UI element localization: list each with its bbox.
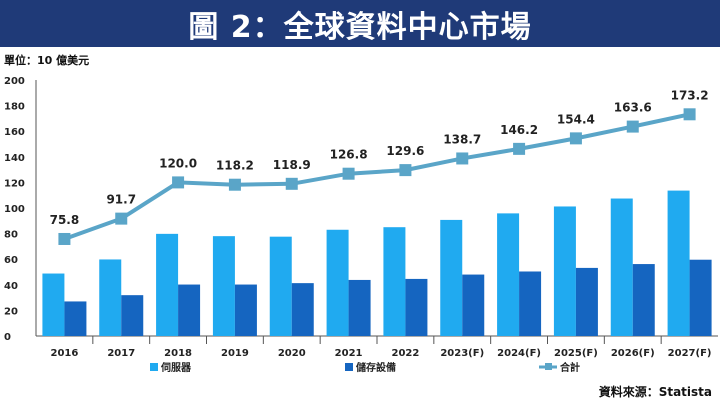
x-tick-label: 2024(F) — [497, 348, 541, 359]
x-tick-label: 2023(F) — [440, 348, 484, 359]
bar-storage — [234, 284, 257, 336]
data-label: 120.0 — [159, 156, 197, 170]
x-tick-label: 2017 — [107, 348, 135, 359]
total-point — [683, 108, 696, 121]
y-tick-label: 20 — [4, 306, 18, 317]
bar-storage — [689, 259, 712, 336]
x-tick-label: 2025(F) — [554, 348, 598, 359]
y-tick-label: 140 — [4, 153, 25, 164]
bar-server — [326, 229, 349, 336]
total-point — [342, 167, 355, 180]
y-tick-label: 200 — [4, 76, 25, 87]
data-label: 146.2 — [500, 123, 538, 137]
y-tick-label: 160 — [4, 127, 25, 138]
bar-storage — [462, 274, 485, 336]
bar-storage — [519, 271, 542, 336]
x-tick-label: 2021 — [335, 348, 363, 359]
source-label: 資料來源：Statista — [598, 385, 712, 399]
total-point — [456, 152, 469, 165]
bar-server — [440, 219, 463, 336]
total-point — [172, 176, 185, 189]
total-point — [228, 178, 241, 191]
x-tick-label: 2026(F) — [611, 348, 655, 359]
x-tick-label: 2019 — [221, 348, 249, 359]
y-tick-label: 0 — [4, 332, 11, 343]
total-point — [115, 212, 128, 225]
y-tick-label: 40 — [4, 281, 18, 292]
bar-storage — [575, 267, 598, 336]
x-tick-label: 2018 — [164, 348, 192, 359]
data-label: 118.2 — [216, 159, 254, 173]
y-tick-label: 60 — [4, 255, 18, 266]
y-tick-label: 100 — [4, 204, 25, 215]
data-label: 154.4 — [557, 112, 595, 126]
data-label: 75.8 — [50, 213, 80, 227]
legend-swatch — [150, 363, 158, 371]
bar-storage — [121, 295, 144, 336]
bar-server — [99, 259, 122, 336]
bar-storage — [64, 301, 87, 336]
total-point — [285, 177, 298, 190]
legend-label: 伺服器 — [160, 361, 192, 374]
total-point — [569, 132, 582, 145]
x-tick-label: 2027(F) — [668, 348, 712, 359]
legend-label: 合計 — [559, 361, 580, 374]
bar-storage — [178, 284, 201, 336]
y-tick-label: 80 — [4, 230, 18, 241]
bar-server — [667, 190, 690, 336]
data-label: 118.9 — [273, 158, 311, 172]
data-label: 163.6 — [614, 101, 652, 115]
data-label: 126.8 — [330, 148, 368, 162]
legend-label: 儲存設備 — [355, 361, 396, 374]
page-title: 圖 2：全球資料中心市場 — [188, 9, 532, 45]
legend-swatch — [345, 363, 353, 371]
data-label: 138.7 — [443, 132, 481, 146]
y-tick-label: 180 — [4, 102, 25, 113]
bar-server — [42, 273, 65, 336]
total-point — [399, 164, 412, 177]
x-tick-label: 2016 — [50, 348, 78, 359]
data-label: 173.2 — [671, 88, 709, 102]
total-line — [63, 112, 691, 241]
legend-swatch — [545, 363, 552, 370]
total-point — [626, 120, 639, 133]
total-point — [58, 232, 71, 245]
unit-label: 單位：10 億美元 — [4, 54, 90, 67]
title-bar: 圖 2：全球資料中心市場 — [0, 0, 720, 47]
bar-storage — [291, 283, 314, 336]
bar-server — [156, 233, 179, 336]
bar-server — [497, 213, 520, 336]
y-tick-label: 120 — [4, 178, 25, 189]
bar-server — [269, 236, 292, 336]
data-label: 129.6 — [386, 144, 424, 158]
total-point — [513, 142, 526, 155]
data-label: 91.7 — [106, 193, 136, 207]
bar-server — [212, 236, 235, 336]
bar-storage — [632, 264, 655, 336]
x-tick-label: 2022 — [391, 348, 419, 359]
bar-server — [610, 198, 633, 336]
bar-server — [553, 206, 576, 336]
x-tick-label: 2020 — [278, 348, 306, 359]
bar-server — [383, 227, 406, 336]
bar-storage — [348, 279, 371, 336]
bar-storage — [405, 278, 428, 336]
